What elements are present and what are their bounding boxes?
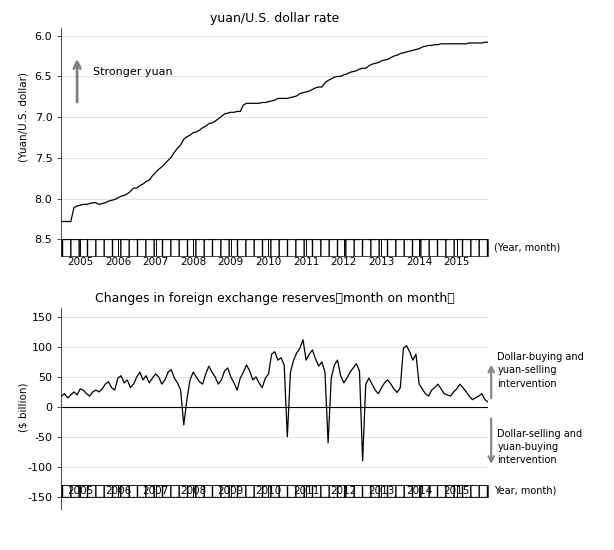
Text: 2012: 2012 xyxy=(330,486,357,496)
Title: yuan/U.S. dollar rate: yuan/U.S. dollar rate xyxy=(210,12,340,25)
Text: 2007: 2007 xyxy=(142,257,169,267)
Text: 2008: 2008 xyxy=(180,257,206,267)
Text: 2013: 2013 xyxy=(368,257,395,267)
Title: Changes in foreign exchange reserves（month on month）: Changes in foreign exchange reserves（mon… xyxy=(95,293,454,305)
Bar xyxy=(61,485,488,497)
Bar xyxy=(61,239,488,256)
Text: 2015: 2015 xyxy=(443,257,470,267)
Text: 2013: 2013 xyxy=(368,486,395,496)
Text: 2014: 2014 xyxy=(406,257,432,267)
Text: 2014: 2014 xyxy=(406,486,432,496)
Text: 2005: 2005 xyxy=(67,257,93,267)
Text: Dollar-selling and
yuan-buying
intervention: Dollar-selling and yuan-buying intervent… xyxy=(497,428,583,465)
Text: 2010: 2010 xyxy=(255,257,282,267)
Text: 2011: 2011 xyxy=(293,486,319,496)
Text: 2005: 2005 xyxy=(67,486,93,496)
Text: 2006: 2006 xyxy=(105,257,131,267)
Text: (Yuan/U.S. dollar): (Yuan/U.S. dollar) xyxy=(19,72,29,162)
Text: 2008: 2008 xyxy=(180,486,206,496)
Text: 2009: 2009 xyxy=(218,257,244,267)
Text: 2010: 2010 xyxy=(255,486,282,496)
Text: 2006: 2006 xyxy=(105,486,131,496)
Text: ($ billion): ($ billion) xyxy=(19,382,29,432)
Text: Year, month): Year, month) xyxy=(494,486,557,496)
Text: 2012: 2012 xyxy=(330,257,357,267)
Text: 2009: 2009 xyxy=(218,486,244,496)
Text: Dollar-buying and
yuan-selling
intervention: Dollar-buying and yuan-selling intervent… xyxy=(497,352,584,389)
Text: 2011: 2011 xyxy=(293,257,319,267)
Text: 2015: 2015 xyxy=(443,486,470,496)
Text: 2007: 2007 xyxy=(142,486,169,496)
Text: (Year, month): (Year, month) xyxy=(494,243,561,252)
Text: Stronger yuan: Stronger yuan xyxy=(93,67,173,78)
